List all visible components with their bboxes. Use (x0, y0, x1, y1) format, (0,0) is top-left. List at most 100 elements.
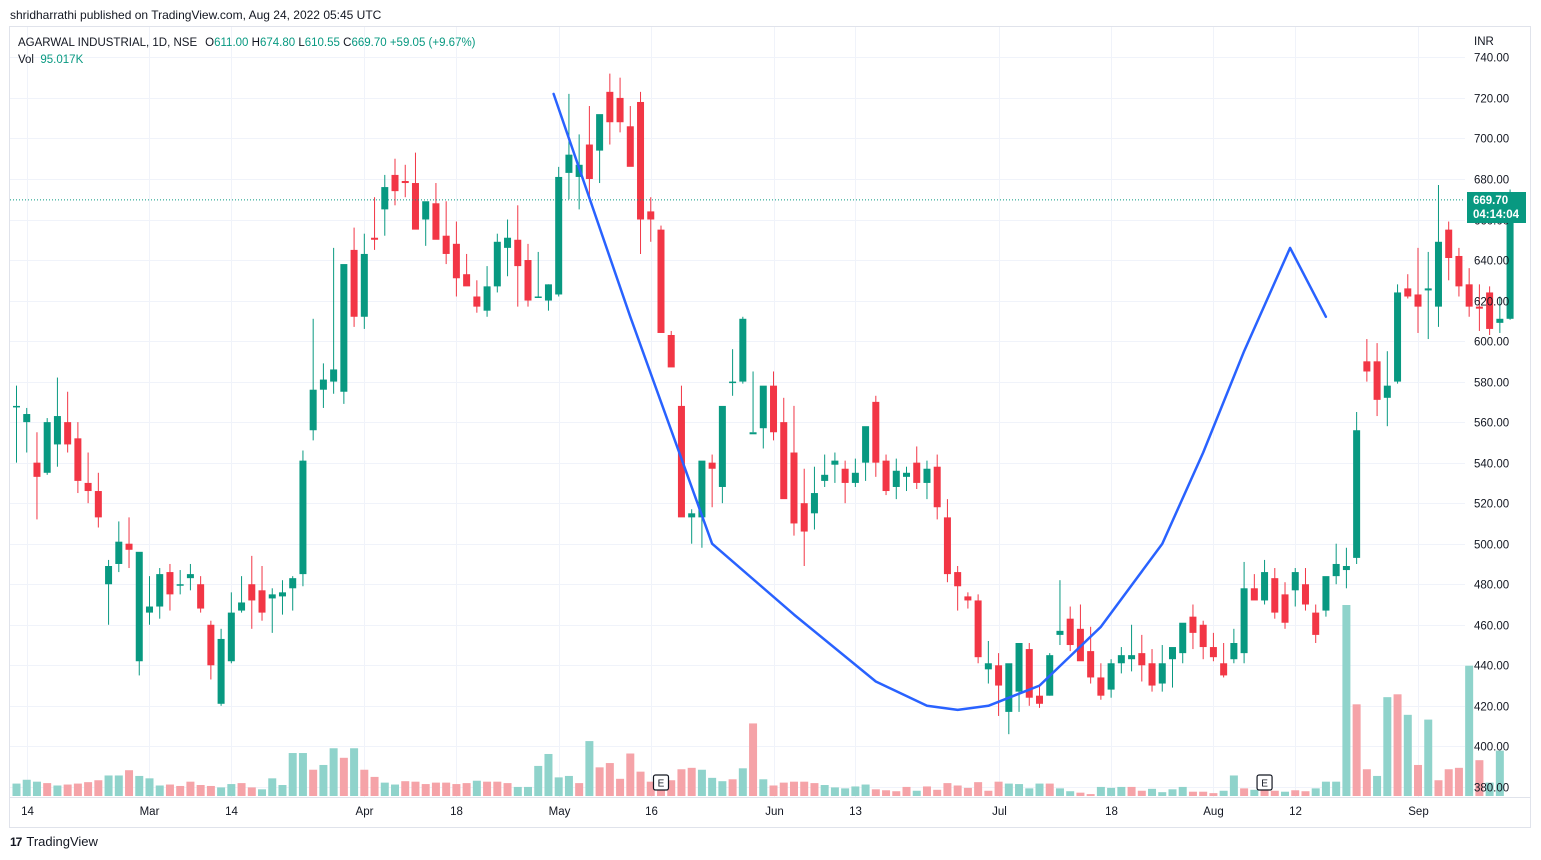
candle-body (197, 584, 205, 609)
price-tick-label: 460.00 (1474, 621, 1509, 633)
candle (984, 640, 992, 684)
tradingview-logo[interactable]: 17 TradingView (10, 834, 98, 849)
volume-bar (1045, 783, 1054, 796)
candle-body (1250, 588, 1258, 601)
candle (1465, 268, 1473, 317)
candle-body (800, 503, 808, 532)
candle (1486, 286, 1494, 335)
candle-body (1209, 647, 1217, 658)
candle (432, 183, 440, 240)
price-tick-label: 640.00 (1474, 256, 1509, 268)
candle (954, 566, 962, 611)
volume-bar (626, 753, 635, 796)
candle-body (913, 462, 921, 483)
volume-bar (800, 781, 809, 796)
candle (1373, 343, 1381, 417)
candle (524, 243, 532, 307)
volume-bar (1393, 694, 1402, 796)
candle-body (371, 237, 379, 240)
time-tick-label: Jul (992, 806, 1007, 818)
price-tick-label: 480.00 (1474, 580, 1509, 592)
candle-body (1301, 584, 1309, 605)
candle-body (248, 584, 256, 601)
candle (933, 454, 941, 520)
candle-body (1097, 677, 1105, 696)
candle-body (166, 572, 174, 595)
volume-bar (564, 775, 573, 796)
candle-body (770, 385, 778, 433)
candle (903, 466, 911, 492)
candle-body (1148, 663, 1156, 686)
volume-bar (1025, 788, 1034, 796)
candle (698, 460, 706, 548)
volume-bar (472, 780, 481, 796)
candle (452, 221, 460, 297)
volume-bar (830, 787, 839, 796)
volume-bar (462, 783, 471, 796)
price-axis: 380.00 400.00 420.00 440.00 460.00 480.00 500.… (1474, 36, 1509, 795)
candle (790, 405, 798, 536)
volume-bar (1342, 605, 1351, 796)
time-tick-label: 12 (1289, 806, 1302, 818)
candle (125, 517, 133, 569)
volume-bar (32, 781, 41, 796)
candle-body (1005, 663, 1013, 712)
candle (411, 152, 419, 230)
candle-body (483, 286, 491, 311)
candle (197, 576, 205, 613)
candle-body (851, 472, 859, 483)
volume-bar (421, 784, 430, 796)
candle-body (1117, 655, 1125, 664)
candle-body (289, 578, 297, 589)
cup-pattern-line (552, 92, 1328, 712)
candle-body (1240, 588, 1248, 654)
candle (401, 164, 409, 198)
volume-bar (258, 789, 267, 796)
candle-body (319, 379, 327, 390)
time-tick-label: Mar (140, 806, 160, 818)
volume-bar (452, 784, 461, 796)
candle-body (258, 590, 266, 613)
candle (821, 454, 829, 487)
candle (616, 77, 624, 133)
candle (1261, 559, 1269, 605)
volume-bar (165, 784, 174, 796)
candle (156, 568, 164, 619)
candle (647, 197, 655, 242)
volume-bar (298, 753, 307, 796)
earnings-marker-label: E (1261, 779, 1268, 790)
candle (176, 570, 184, 595)
tradingview-logo-text: TradingView (26, 834, 98, 849)
volume-bar (288, 753, 297, 796)
volume-bar (933, 789, 942, 796)
candle (145, 576, 153, 625)
candle-body (1168, 647, 1176, 660)
candle (1189, 604, 1197, 650)
price-tick-label: 560.00 (1474, 418, 1509, 430)
candle (1322, 576, 1330, 617)
candle (1475, 284, 1483, 331)
candle (186, 563, 194, 591)
volume-bar (1332, 781, 1341, 796)
candle (319, 363, 327, 408)
volume-bar (411, 781, 420, 796)
candle-body (810, 493, 818, 514)
candle-body (1383, 385, 1391, 398)
candle-body (585, 144, 593, 179)
candle (1138, 634, 1146, 682)
volume-bar (963, 787, 972, 796)
candle-body (1342, 566, 1350, 571)
candle-body (452, 243, 460, 279)
candle-body (995, 665, 1003, 686)
candle-body (1291, 572, 1299, 591)
volume-bar (718, 781, 727, 796)
candle (238, 576, 246, 613)
candle (831, 452, 839, 483)
candle (84, 452, 92, 504)
candle (1220, 643, 1228, 678)
candle (1025, 643, 1033, 706)
candle-body (411, 183, 419, 230)
volume-bar (1219, 790, 1228, 796)
